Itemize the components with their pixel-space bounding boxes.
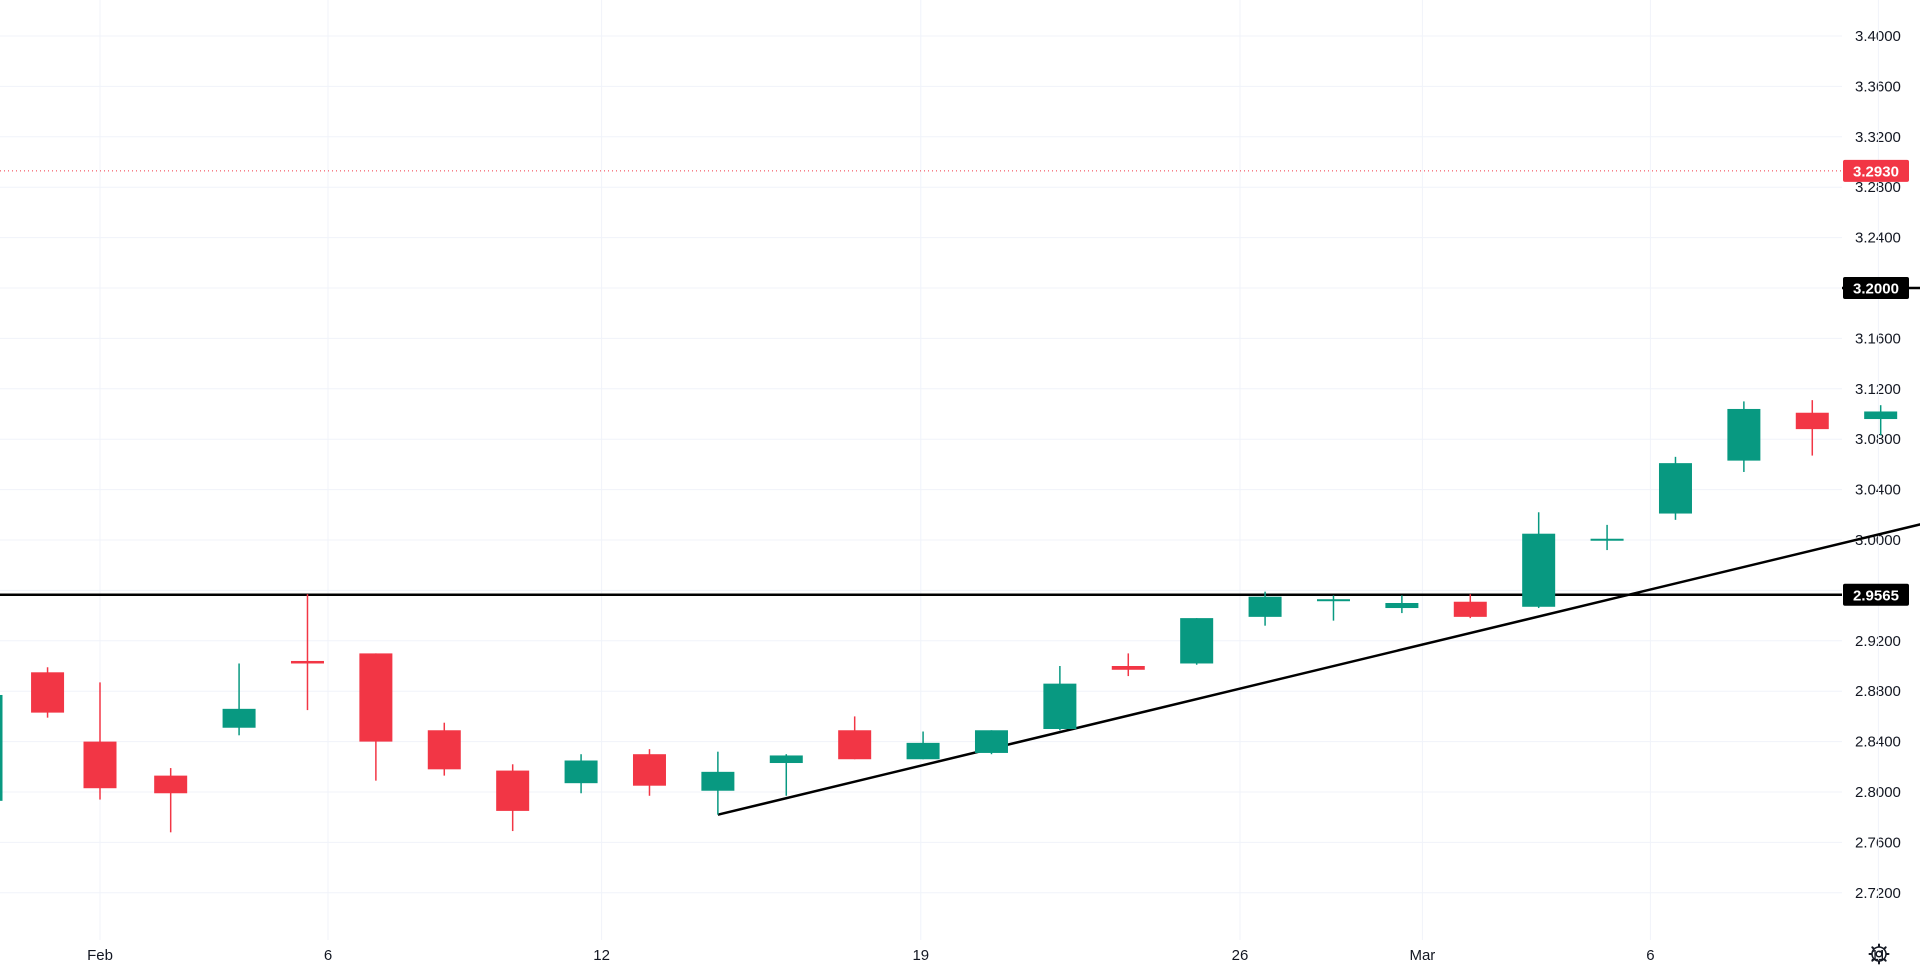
candle-down [838,716,872,760]
candle-down [290,594,324,711]
candle-up [564,754,598,794]
candle-body [1864,411,1898,420]
candle-up [1043,666,1077,731]
candle-body [1043,683,1077,729]
candle-up [701,751,735,815]
time-axis-label: Mar [1409,947,1435,964]
candle-body [496,770,530,811]
time-axis-label: Feb [87,947,113,964]
candle-down [154,768,188,833]
candle-body [1522,533,1556,607]
candle-up [1658,456,1692,520]
candle-up [1864,405,1898,436]
candle-up [222,663,256,736]
candle-up [1248,591,1282,626]
candle-body [83,741,117,789]
candle-body [564,760,598,784]
candle-up [769,754,803,796]
time-axis-label: 6 [1646,947,1654,964]
candle-down [83,682,117,800]
price-level-badge-label: 3.2000 [1853,281,1899,298]
candle-up [1385,595,1419,614]
candle-body [1385,603,1419,609]
candle-down [632,749,666,796]
candle-up [1590,524,1624,551]
candle-up [1180,618,1214,665]
time-axis-label: 12 [593,947,610,964]
candle-body [1248,596,1282,617]
candle-body [974,730,1008,753]
candle-down [31,667,65,718]
candle-body [838,730,872,760]
candle-body [701,771,735,791]
candle-up [1727,401,1761,472]
candle-body [1795,412,1829,430]
price-level-badge-label: 2.9565 [1853,587,1899,604]
candle-body [154,775,188,794]
candle-down [1453,594,1487,619]
candle-body [769,755,803,764]
candle-down [1111,653,1145,677]
candle-down [427,722,461,776]
candle-down [359,653,393,781]
gear-icon [1868,943,1890,965]
candle-body [1727,408,1761,461]
candle-up [974,730,1008,755]
time-axis-label: 19 [912,947,929,964]
candle-body [0,694,3,801]
candle-down [496,764,530,832]
candle-body [290,660,324,664]
candle-body [359,653,393,742]
candle-body [906,742,940,760]
candle-body [1590,538,1624,541]
candle-body [632,754,666,786]
time-axis-label: 6 [324,947,332,964]
price-level-badge [1843,277,1909,299]
candle-body [1180,618,1214,664]
candle-body [31,672,65,713]
candle-body [1453,601,1487,617]
chart-settings-button[interactable] [1867,942,1891,966]
candle-up [1522,512,1556,609]
trendline [717,523,1920,816]
candle-up [906,731,940,760]
candle-body [1658,463,1692,514]
candle-up [1316,595,1350,621]
candle-body [1316,599,1350,602]
price-level-badge [1843,583,1909,606]
candle-up [0,694,3,801]
last-price-badge [1843,159,1909,182]
time-axis-label: 26 [1232,947,1249,964]
candle-body [427,730,461,770]
last-price-badge-label: 3.2930 [1853,163,1899,180]
candle-down [1795,400,1829,456]
candle-body [222,708,256,728]
candle-body [1111,666,1145,670]
